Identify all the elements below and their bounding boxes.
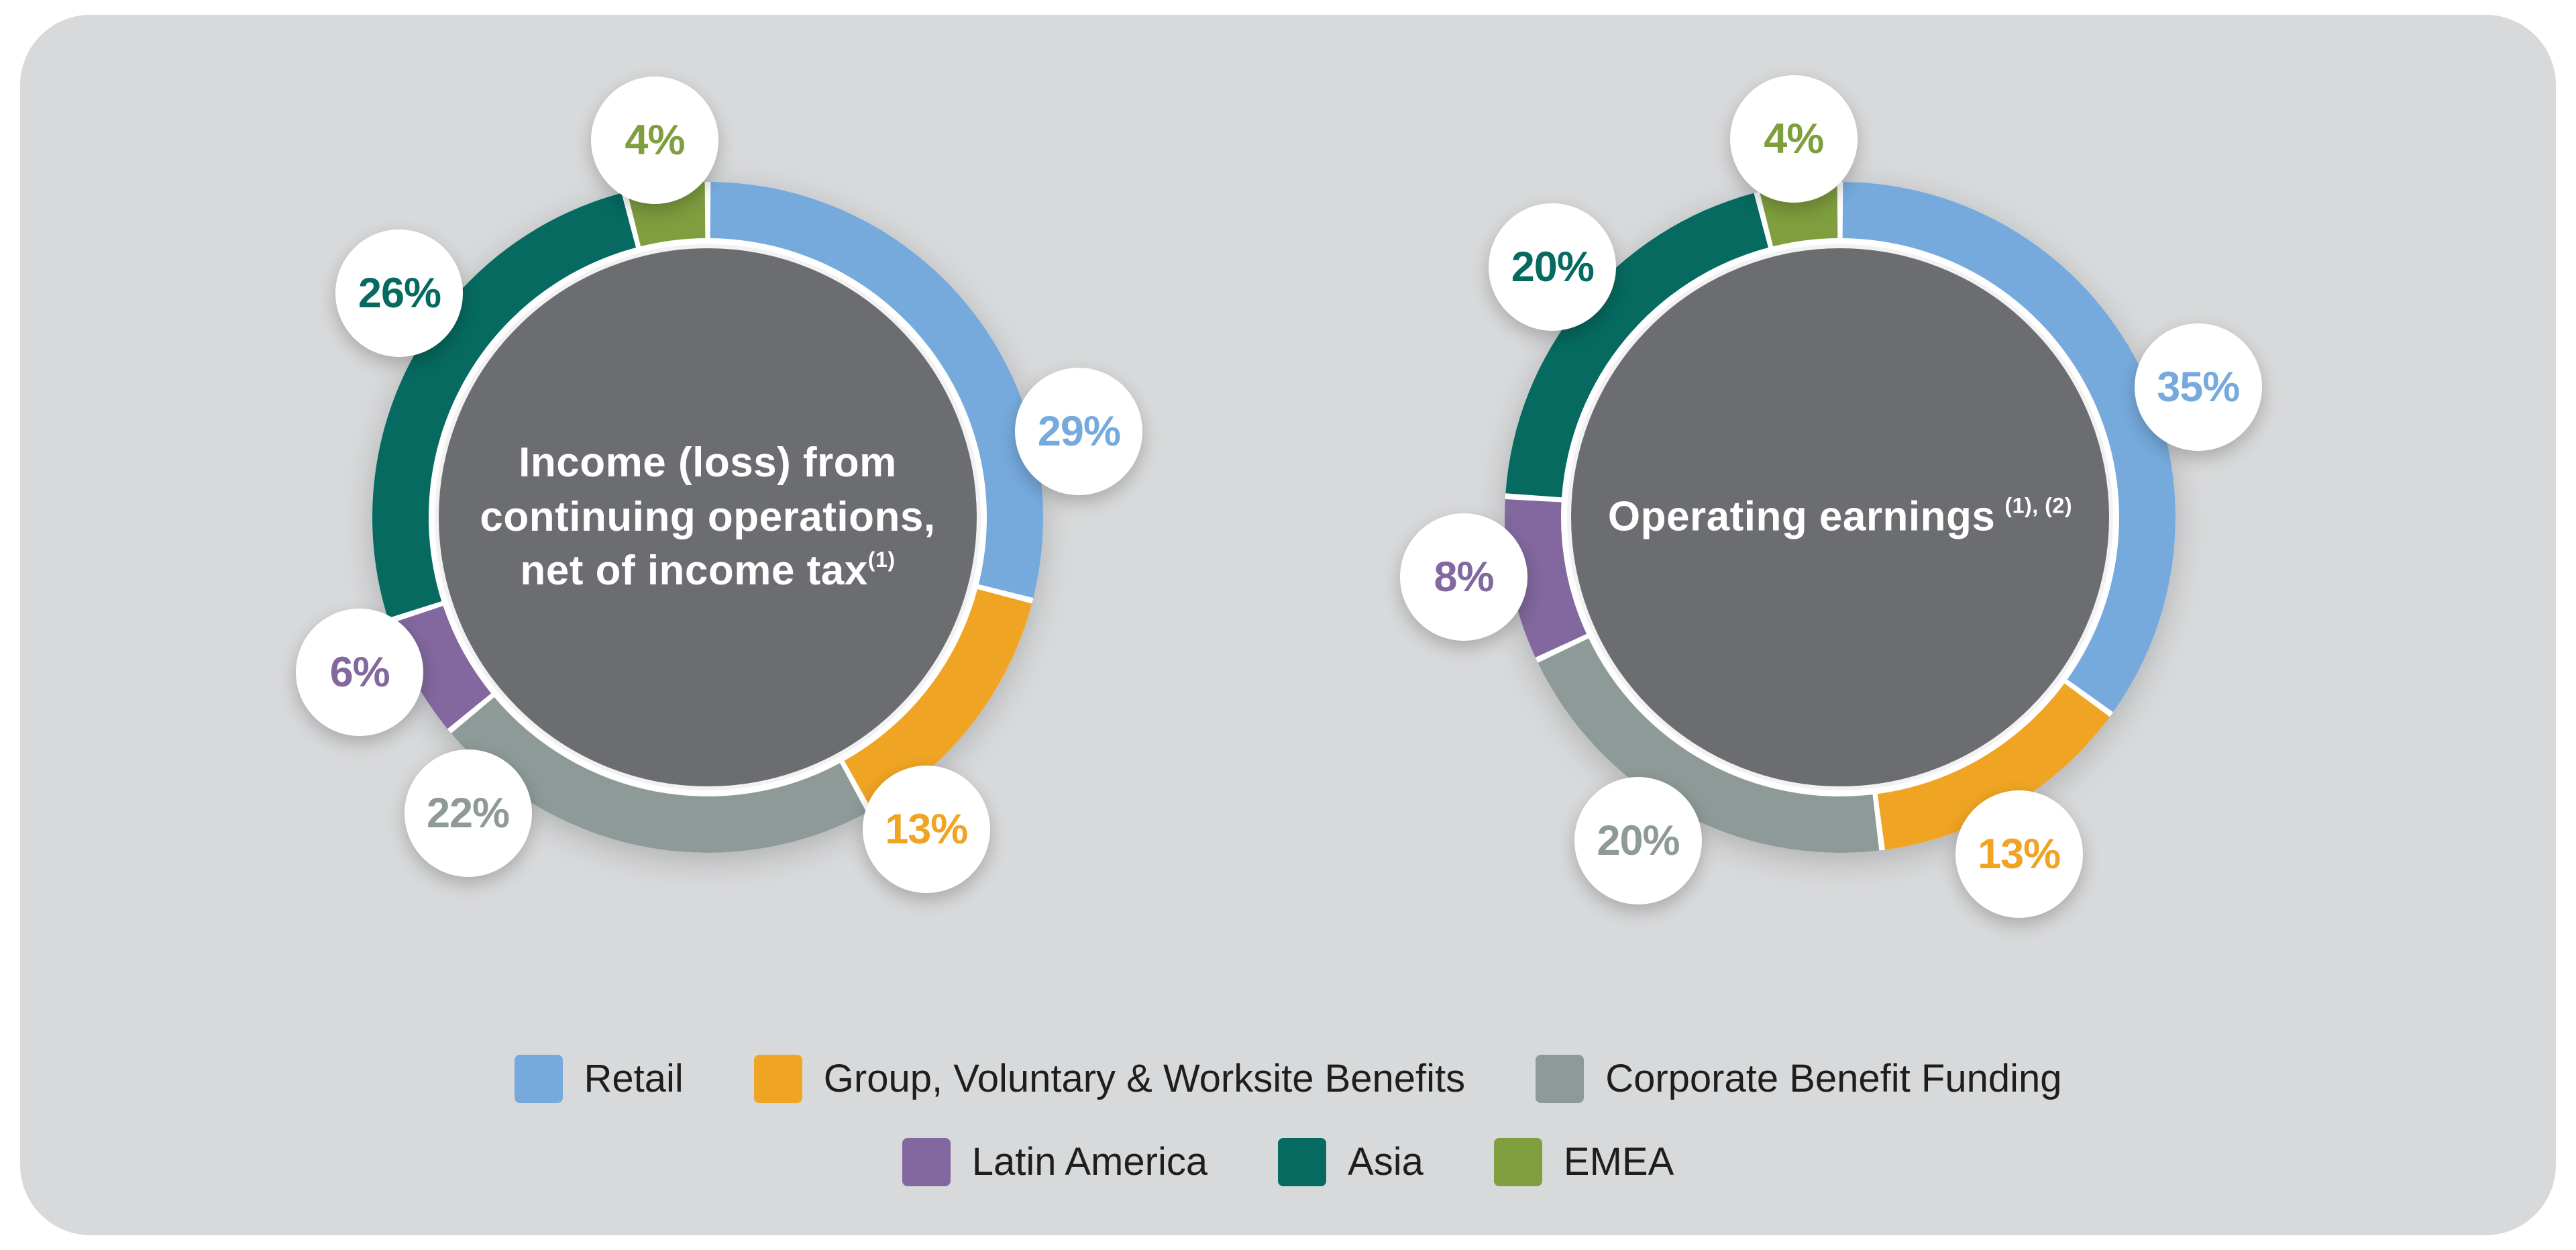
percent-label-emea: 4% [1729, 75, 1858, 203]
donut-segment-retail [710, 182, 1044, 598]
donut-segment-latin-america [1504, 499, 1587, 658]
chart-legend: Retail Group, Voluntary & Worksite Benef… [0, 1055, 2576, 1186]
donut-segment-corporate-benefit-funding [451, 696, 867, 853]
legend-label-asia: Asia [1348, 1140, 1424, 1184]
percent-label-corporate-benefit-funding: 22% [404, 749, 532, 878]
donut-center-title-income-loss: Income (loss) from continuing operations… [433, 436, 983, 598]
percent-label-corporate-benefit-funding: 20% [1574, 776, 1702, 904]
legend-swatch-corporate-benefit-funding [1536, 1055, 1585, 1103]
legend-swatch-group-voluntary-worksite-benefits [753, 1055, 802, 1103]
percent-label-retail: 35% [2134, 323, 2262, 451]
legend-item-asia: Asia [1278, 1138, 1424, 1186]
percent-label-asia: 20% [1489, 203, 1617, 331]
donut-center-circle [1567, 244, 2113, 790]
legend-item-retail: Retail [514, 1055, 684, 1103]
legend-swatch-latin-america [902, 1138, 951, 1186]
percent-label-group-voluntary-worksite-benefits: 13% [862, 766, 990, 894]
legend-label-group-voluntary-worksite-benefits: Group, Voluntary & Worksite Benefits [823, 1057, 1466, 1100]
title-line: net of income tax [520, 548, 868, 594]
donut-segment-retail [1842, 182, 2176, 713]
legend-item-emea: EMEA [1493, 1138, 1674, 1186]
donut-segment-asia [372, 193, 637, 619]
legend-label-retail: Retail [584, 1057, 684, 1100]
percent-label-latin-america: 6% [296, 609, 424, 737]
chart-income-loss: Income (loss) from continuing operations… [238, 48, 1177, 987]
percent-label-asia: 26% [335, 229, 464, 358]
legend-swatch-retail [514, 1055, 563, 1103]
percent-label-latin-america: 8% [1399, 513, 1527, 641]
title-line: Income (loss) from [519, 439, 897, 486]
legend-swatch-emea [1493, 1138, 1542, 1186]
legend-label-corporate-benefit-funding: Corporate Benefit Funding [1605, 1057, 2062, 1100]
title-line: continuing operations, [480, 493, 936, 540]
donut-center-title-operating-earnings: Operating earnings (1), (2) [1565, 490, 2115, 545]
title-line: Operating earnings [1607, 493, 1996, 540]
donut-chart-income-loss [372, 182, 1044, 853]
donut-segment-asia [1505, 193, 1769, 498]
donut-chart-operating-earnings [1504, 182, 2176, 853]
legend-label-latin-america: Latin America [971, 1140, 1208, 1184]
donut-center-circle [435, 244, 981, 790]
donut-segment-latin-america [389, 606, 492, 729]
legend-item-group-voluntary-worksite-benefits: Group, Voluntary & Worksite Benefits [753, 1055, 1466, 1103]
percent-label-group-voluntary-worksite-benefits: 13% [1955, 790, 2083, 918]
legend-item-latin-america: Latin America [902, 1138, 1208, 1186]
legend-row-2: Latin America Asia EMEA [902, 1138, 1674, 1186]
legend-swatch-asia [1278, 1138, 1327, 1186]
donut-segment-corporate-benefit-funding [1538, 638, 1880, 853]
percent-label-emea: 4% [590, 76, 718, 204]
donut-segment-group-voluntary-worksite-benefits [1877, 683, 2110, 850]
legend-item-corporate-benefit-funding: Corporate Benefit Funding [1536, 1055, 2062, 1103]
chart-operating-earnings: Operating earnings (1), (2) 35% 13% 20% 8% 20… [1371, 48, 2310, 987]
legend-label-emea: EMEA [1563, 1140, 1674, 1184]
title-footnote: (1) [867, 547, 896, 572]
donut-segment-group-voluntary-worksite-benefits [844, 588, 1032, 811]
legend-row-1: Retail Group, Voluntary & Worksite Benef… [514, 1055, 2062, 1103]
title-footnote: (1), (2) [2004, 493, 2073, 518]
percent-label-retail: 29% [1015, 368, 1143, 496]
